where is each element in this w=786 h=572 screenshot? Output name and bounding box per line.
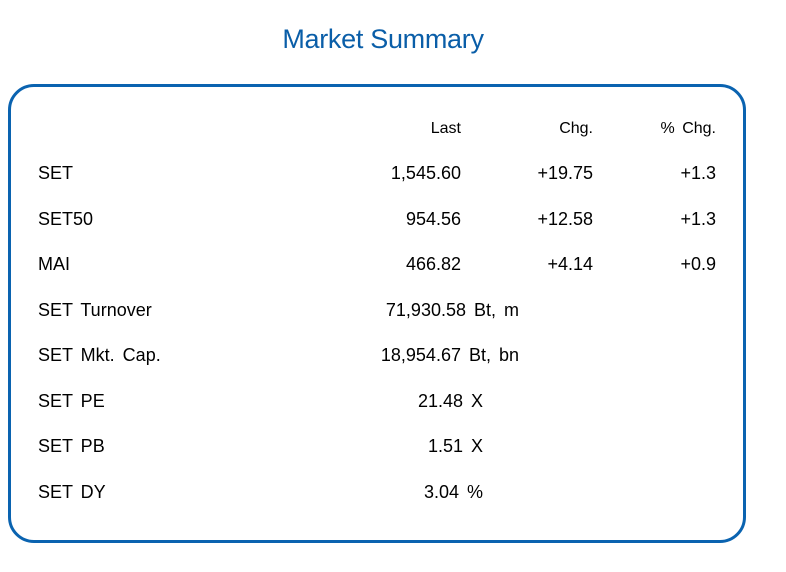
column-header-last: Last [430, 120, 461, 137]
row-label-set-turnover: SET Turnover [38, 300, 152, 320]
row-chg-set50: +12.58 [537, 209, 593, 229]
row-last-mai: 466.82 [405, 254, 461, 274]
row-label-set-dy: SET DY [38, 482, 106, 502]
row-last-set50: 954.56 [405, 209, 461, 229]
row-value-set-mkt-cap: 18,954.67 Bt, bn [380, 345, 519, 365]
row-label-set-pb: SET PB [38, 436, 105, 456]
row-value-set-pe: 21.48 X [417, 391, 483, 411]
column-header-chg: Chg. [559, 120, 593, 137]
row-label-set: SET [38, 163, 74, 183]
row-label-set50: SET50 [38, 209, 94, 229]
row-pct-chg-set50: +1.3 [680, 209, 716, 229]
row-value-set-pb: 1.51 X [427, 436, 483, 456]
market-summary-panel [8, 84, 746, 543]
row-value-set-dy: 3.04 % [423, 482, 483, 502]
row-value-set-turnover: 71,930.58 Bt, m [385, 300, 519, 320]
column-header-pct-chg: % Chg. [660, 120, 716, 137]
row-label-mai: MAI [38, 254, 71, 274]
row-chg-set: +19.75 [537, 163, 593, 183]
row-chg-mai: +4.14 [547, 254, 593, 274]
row-pct-chg-set: +1.3 [680, 163, 716, 183]
row-pct-chg-mai: +0.9 [680, 254, 716, 274]
page-title: Market Summary [282, 24, 484, 54]
row-label-set-pe: SET PE [38, 391, 105, 411]
row-label-set-mkt-cap: SET Mkt. Cap. [38, 345, 161, 365]
row-last-set: 1,545.60 [390, 163, 461, 183]
